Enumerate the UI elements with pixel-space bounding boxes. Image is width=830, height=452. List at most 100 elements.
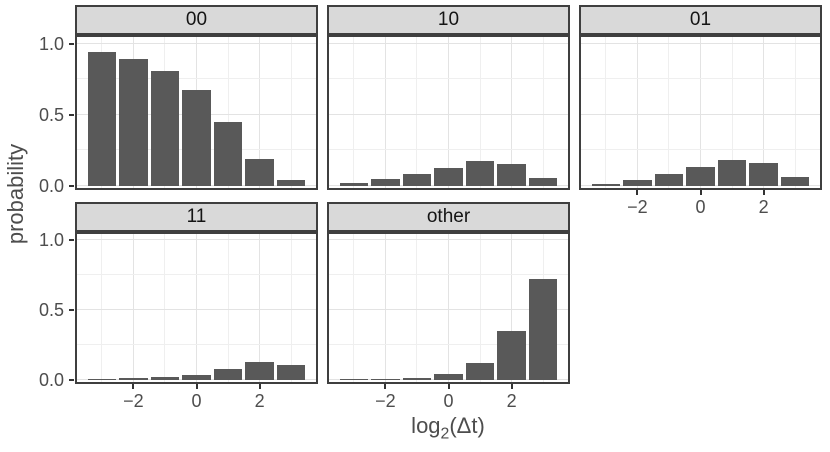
v-gridline: [794, 35, 796, 190]
y-tick-mark: [69, 42, 74, 45]
facet-label: 01: [689, 9, 712, 30]
bar: [749, 162, 778, 186]
x-tick-mark: [762, 190, 765, 195]
x-tick-label: 2: [758, 197, 769, 217]
bar: [528, 279, 558, 380]
x-tick-mark: [510, 384, 513, 389]
h-gridline-minor: [327, 274, 570, 276]
v-gridline: [416, 232, 418, 384]
bar: [87, 52, 116, 186]
facet-panel-10: 10: [327, 5, 570, 190]
facet-plot: [327, 232, 570, 384]
v-gridline: [479, 35, 481, 190]
y-tick-label: 0.5: [38, 300, 64, 321]
h-gridline-minor: [75, 343, 318, 345]
v-gridline: [605, 35, 607, 190]
v-gridline: [700, 35, 701, 190]
h-gridline-minor: [75, 78, 318, 80]
y-tick-mark: [69, 378, 74, 381]
facet-panel-11: 11: [75, 202, 318, 384]
x-tick-mark: [447, 384, 450, 389]
x-tick-label: −2: [627, 197, 648, 217]
y-tick-mark: [69, 309, 74, 312]
h-gridline-major: [75, 309, 318, 311]
bar: [434, 167, 463, 186]
x-axis-title-base: log: [411, 413, 441, 438]
y-tick-mark: [69, 184, 74, 187]
facet-label: 11: [186, 206, 207, 227]
h-gridline-minor: [327, 78, 570, 80]
h-gridline-minor: [579, 149, 822, 151]
facet-panel-01: 01: [579, 5, 822, 190]
x-tick-mark: [132, 384, 135, 389]
x-tick-label: −2: [123, 391, 144, 411]
h-gridline-major: [327, 113, 570, 115]
facet-strip: 11: [75, 202, 318, 232]
h-gridline-major: [75, 239, 318, 241]
bar: [182, 90, 211, 186]
h-gridline-major: [327, 309, 570, 311]
v-gridline: [353, 232, 355, 384]
bar: [276, 365, 306, 380]
bar: [434, 374, 463, 380]
h-gridline-minor: [75, 274, 318, 276]
h-gridline-minor: [327, 343, 570, 345]
v-gridline: [636, 35, 638, 190]
x-tick-mark: [258, 384, 261, 389]
bar: [245, 361, 274, 380]
bar: [402, 174, 432, 186]
x-axis-title: log2(Δt): [411, 413, 485, 443]
bar: [654, 174, 684, 186]
h-gridline-major: [327, 42, 570, 44]
h-gridline-major: [579, 42, 822, 44]
x-tick-mark: [636, 190, 639, 195]
x-tick-label: 0: [191, 391, 202, 411]
v-gridline: [164, 232, 166, 384]
y-tick-label: 0.5: [38, 104, 64, 125]
facet-label: 00: [185, 9, 208, 30]
h-gridline-major: [579, 113, 822, 115]
facet-panel-00: 00: [75, 5, 318, 190]
x-tick-label: 0: [443, 391, 454, 411]
bar: [276, 180, 306, 186]
bar: [497, 331, 526, 380]
v-gridline: [290, 232, 292, 384]
x-tick-label: 0: [695, 197, 706, 217]
bar: [528, 177, 558, 186]
h-gridline-major: [75, 42, 318, 44]
y-tick-label: 0.0: [38, 175, 64, 196]
h-gridline-minor: [327, 149, 570, 151]
x-tick-label: −2: [375, 391, 396, 411]
v-gridline: [668, 35, 670, 190]
v-gridline: [542, 35, 544, 190]
x-tick-label: 2: [506, 391, 517, 411]
facet-strip: other: [327, 202, 570, 232]
v-gridline: [384, 35, 386, 190]
bar: [87, 379, 116, 380]
y-tick-label: 1.0: [38, 33, 64, 54]
facet-strip: 10: [327, 5, 570, 35]
facet-panel-other: other: [327, 202, 570, 384]
v-gridline: [132, 232, 134, 384]
x-tick-mark: [699, 190, 702, 195]
bar: [780, 177, 810, 186]
bar: [402, 377, 432, 380]
facet-strip: 01: [579, 5, 822, 35]
bar: [182, 374, 211, 380]
facet-label: other: [426, 206, 471, 227]
bar: [465, 363, 495, 380]
h-gridline-minor: [579, 78, 822, 80]
v-gridline: [101, 232, 103, 384]
x-axis-title-subscript: 2: [440, 425, 450, 443]
y-tick-mark: [69, 239, 74, 242]
bar: [591, 183, 620, 186]
x-tick-mark: [384, 384, 387, 389]
bar: [150, 70, 180, 186]
v-gridline: [416, 35, 418, 190]
x-axis-title-arg: (Δt): [449, 413, 485, 438]
x-tick-label: 2: [254, 391, 265, 411]
bar: [686, 167, 715, 186]
y-tick-mark: [69, 113, 74, 116]
bar: [150, 377, 180, 380]
